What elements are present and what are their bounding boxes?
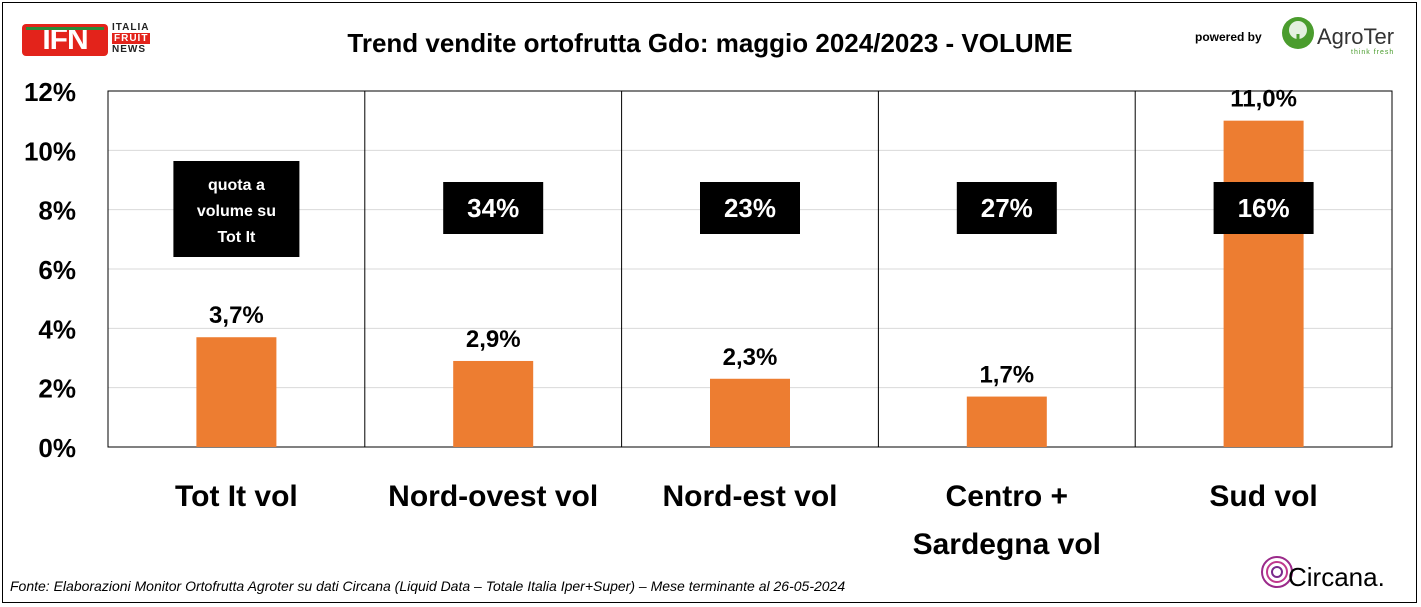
share-box — [443, 182, 544, 234]
circana-name: Circana. — [1288, 562, 1385, 592]
bar-layer — [196, 120, 1304, 448]
share-box-label: 16% — [1238, 193, 1290, 223]
label-layer: 0% 2% 4% 6% 8% 10% 12% 3,7% quota a volume su Tot … — [24, 77, 1318, 561]
y-tick-label: 6% — [38, 255, 76, 285]
y-tick-label: 2% — [38, 374, 76, 404]
share-box — [700, 182, 800, 234]
share-box-label: quota a — [208, 177, 265, 194]
grid-layer — [107, 90, 1393, 448]
y-tick-label: 8% — [38, 196, 76, 226]
share-box-label: volume su — [197, 203, 276, 220]
agroter-logo: AgroTer think fresh — [1281, 16, 1411, 56]
chart-title: Trend vendite ortofrutta Gdo: maggio 202… — [347, 28, 1073, 58]
x-category-label: Tot It vol — [175, 480, 298, 513]
circana-swirl-icon — [1261, 556, 1293, 588]
share-box-label: 27% — [981, 193, 1033, 223]
bar-value-label: 2,9% — [466, 326, 521, 353]
source-note: Fonte: Elaborazioni Monitor Ortofrutta A… — [10, 578, 846, 594]
ifn-logo-line2: FRUIT — [112, 33, 151, 44]
share-box-label: Tot It — [217, 229, 256, 246]
x-category-label: Sud vol — [1209, 480, 1317, 513]
ifn-logo-line1: ITALIA — [112, 22, 150, 33]
tree-icon — [1282, 17, 1314, 49]
agroter-name: AgroTer — [1317, 24, 1395, 49]
agroter-tagline: think fresh — [1351, 49, 1395, 56]
share-box — [956, 182, 1057, 234]
bar-value-label: 11,0% — [1230, 86, 1297, 113]
share-box-label: 23% — [724, 193, 776, 223]
ifn-logo: IFN ITALIA FRUIT NEWS — [22, 22, 164, 58]
bar-value-label: 3,7% — [209, 302, 264, 329]
bar — [453, 360, 534, 447]
y-tick-label: 10% — [24, 136, 76, 166]
x-category-label: Centro + — [946, 480, 1069, 513]
y-tick-label: 12% — [24, 77, 76, 107]
circana-logo: Circana. — [1260, 548, 1410, 596]
share-box-label: 34% — [467, 193, 519, 223]
bar — [966, 396, 1047, 447]
powered-by-label: powered by — [1195, 30, 1262, 44]
bar — [1223, 120, 1304, 448]
share-box — [173, 161, 300, 257]
y-tick-label: 4% — [38, 314, 76, 344]
x-category-label: Sardegna vol — [913, 528, 1101, 561]
ifn-logo-words: ITALIA FRUIT NEWS — [112, 22, 172, 55]
share-box — [1213, 182, 1314, 234]
bar-value-label: 2,3% — [723, 344, 778, 371]
y-tick-label: 0% — [38, 433, 76, 463]
bar — [710, 378, 790, 447]
bar — [196, 337, 277, 447]
x-category-label: Nord-est vol — [662, 480, 837, 513]
bar-value-label: 1,7% — [979, 362, 1034, 389]
ifn-logo-mark: IFN — [22, 24, 108, 56]
x-category-label: Nord-ovest vol — [388, 480, 598, 513]
ifn-logo-line3: NEWS — [112, 44, 146, 55]
